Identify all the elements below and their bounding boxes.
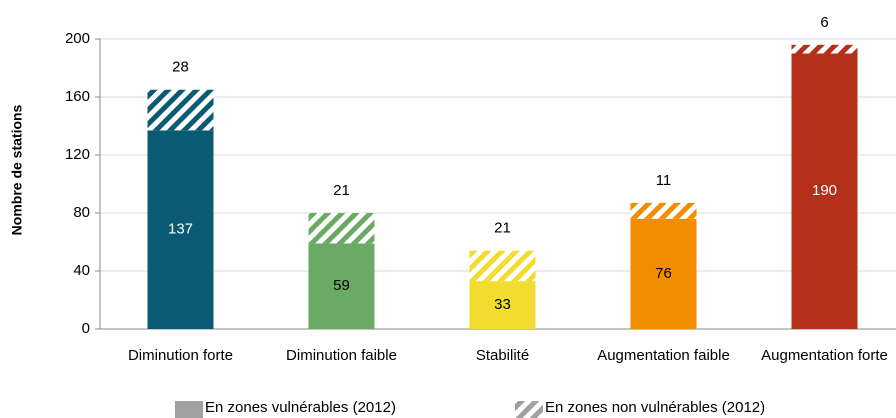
data-label: 59 xyxy=(333,277,350,294)
x-tick-label: Stabilité xyxy=(475,347,530,364)
bar-segment xyxy=(469,250,536,282)
y-tick-label: 0 xyxy=(82,320,90,337)
data-label: 137 xyxy=(168,221,193,238)
data-label: 21 xyxy=(333,182,350,199)
x-tick-label: Diminution faible xyxy=(286,347,397,364)
x-tick-label: Augmentation faible xyxy=(597,347,730,364)
y-axis-title: Nombre de stations xyxy=(9,104,25,235)
bar-segment xyxy=(791,44,858,54)
data-label: 28 xyxy=(172,59,189,76)
data-label: 21 xyxy=(494,220,511,237)
legend-label: En zones non vulnérables (2012) xyxy=(545,399,766,416)
bar-segment xyxy=(308,243,375,329)
data-label: 76 xyxy=(655,265,672,282)
bar-segment xyxy=(791,53,858,329)
data-label: 190 xyxy=(812,182,837,199)
bar-segment xyxy=(630,202,697,219)
bar-segment xyxy=(308,213,375,244)
legend-label: En zones vulnérables (2012) xyxy=(205,399,396,416)
y-tick-label: 160 xyxy=(65,88,90,105)
y-tick-label: 40 xyxy=(73,262,90,279)
data-label: 6 xyxy=(820,14,828,31)
bar-segment xyxy=(147,130,214,329)
y-tick-label: 80 xyxy=(73,204,90,221)
y-tick-label: 200 xyxy=(65,30,90,47)
data-label: 11 xyxy=(656,172,672,189)
x-tick-label: Diminution forte xyxy=(127,347,234,364)
legend-swatch xyxy=(515,401,543,418)
bar-segment xyxy=(630,218,697,329)
y-tick-label: 120 xyxy=(65,146,90,163)
x-tick-label: Augmentation forte xyxy=(761,347,888,364)
bar-segment xyxy=(469,281,536,329)
bar-segment xyxy=(147,89,214,131)
legend-swatch xyxy=(175,401,203,418)
data-label: 33 xyxy=(494,296,511,313)
